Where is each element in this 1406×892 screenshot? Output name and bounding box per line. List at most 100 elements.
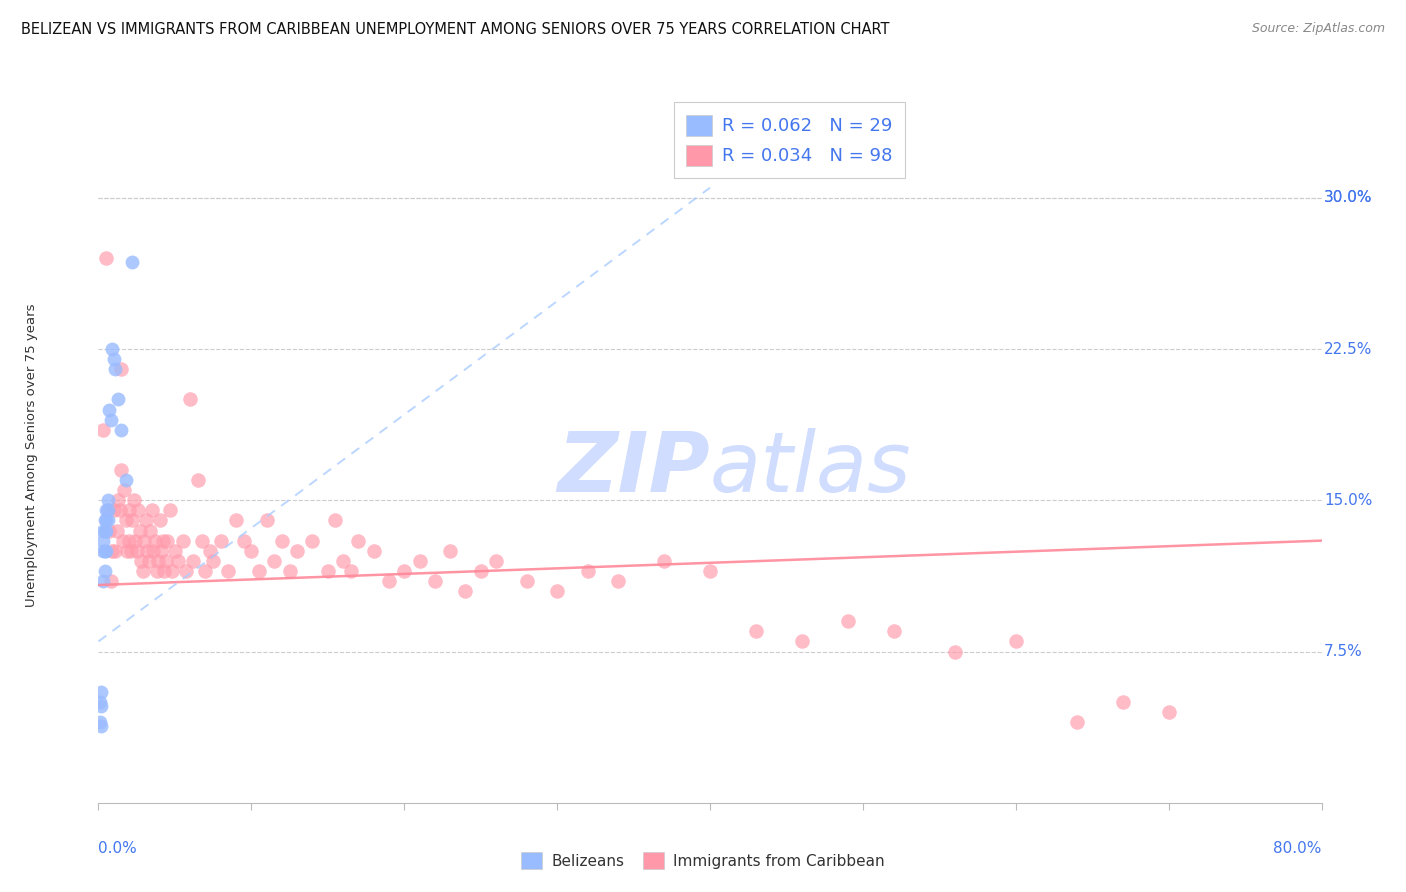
Point — [90, 685, 112, 699]
Point — [209, 533, 232, 548]
Point — [163, 543, 186, 558]
Point — [115, 513, 138, 527]
Point — [94, 513, 117, 527]
Text: 15.0%: 15.0% — [1324, 492, 1372, 508]
Point — [141, 503, 163, 517]
Point — [202, 554, 225, 568]
Point — [285, 543, 308, 558]
Point — [607, 574, 630, 588]
Point — [263, 554, 285, 568]
Point — [270, 533, 292, 548]
Point — [347, 533, 370, 548]
Text: Source: ZipAtlas.com: Source: ZipAtlas.com — [1251, 22, 1385, 36]
Point — [97, 513, 120, 527]
Point — [194, 564, 217, 578]
Point — [790, 634, 813, 648]
Text: 22.5%: 22.5% — [1324, 342, 1372, 357]
Point — [100, 574, 122, 588]
Point — [217, 564, 239, 578]
Point — [408, 554, 430, 568]
Point — [883, 624, 905, 639]
Point — [98, 524, 121, 538]
Point — [136, 543, 159, 558]
Point — [143, 533, 166, 548]
Point — [125, 543, 148, 558]
Point — [179, 392, 201, 407]
Point — [89, 695, 111, 709]
Point — [91, 574, 114, 588]
Point — [108, 503, 131, 517]
Point — [103, 352, 125, 367]
Point — [149, 513, 172, 527]
Point — [93, 513, 115, 527]
Point — [93, 543, 115, 558]
Legend: Belizeans, Immigrants from Caribbean: Belizeans, Immigrants from Caribbean — [515, 846, 891, 875]
Point — [97, 503, 120, 517]
Point — [110, 362, 132, 376]
Text: 30.0%: 30.0% — [1324, 190, 1372, 205]
Point — [332, 554, 354, 568]
Text: BELIZEAN VS IMMIGRANTS FROM CARIBBEAN UNEMPLOYMENT AMONG SENIORS OVER 75 YEARS C: BELIZEAN VS IMMIGRANTS FROM CARIBBEAN UN… — [21, 22, 890, 37]
Point — [153, 564, 176, 578]
Point — [150, 543, 173, 558]
Text: 7.5%: 7.5% — [1324, 644, 1362, 659]
Text: 30.0%: 30.0% — [1324, 190, 1372, 205]
Point — [107, 493, 129, 508]
Point — [124, 533, 146, 548]
Point — [745, 624, 768, 639]
Point — [152, 533, 174, 548]
Text: ZIP: ZIP — [557, 428, 710, 509]
Point — [110, 423, 132, 437]
Point — [156, 533, 179, 548]
Point — [699, 564, 721, 578]
Point — [118, 503, 141, 517]
Point — [98, 402, 121, 417]
Point — [110, 463, 132, 477]
Point — [97, 493, 120, 508]
Point — [138, 554, 160, 568]
Point — [155, 554, 177, 568]
Point — [105, 524, 128, 538]
Point — [101, 342, 124, 356]
Point — [90, 698, 112, 713]
Text: atlas: atlas — [710, 428, 911, 509]
Point — [142, 543, 165, 558]
Legend: R = 0.062   N = 29, R = 0.034   N = 98: R = 0.062 N = 29, R = 0.034 N = 98 — [673, 103, 905, 178]
Point — [91, 533, 114, 548]
Point — [172, 533, 194, 548]
Point — [516, 574, 538, 588]
Point — [100, 412, 122, 426]
Point — [145, 564, 167, 578]
Point — [159, 503, 181, 517]
Point — [232, 533, 254, 548]
Point — [378, 574, 401, 588]
Point — [339, 564, 361, 578]
Point — [167, 554, 190, 568]
Point — [127, 503, 149, 517]
Point — [181, 554, 204, 568]
Point — [301, 533, 323, 548]
Point — [576, 564, 599, 578]
Point — [120, 543, 142, 558]
Point — [94, 503, 117, 517]
Point — [104, 362, 127, 376]
Point — [94, 543, 117, 558]
Point — [112, 483, 135, 498]
Point — [485, 554, 508, 568]
Point — [91, 524, 114, 538]
Point — [198, 543, 221, 558]
Point — [363, 543, 385, 558]
Point — [392, 564, 416, 578]
Point — [91, 543, 114, 558]
Point — [121, 255, 143, 269]
Point — [837, 615, 859, 629]
Point — [1112, 695, 1135, 709]
Point — [1004, 634, 1026, 648]
Text: 80.0%: 80.0% — [1274, 841, 1322, 856]
Point — [128, 524, 150, 538]
Point — [1157, 705, 1180, 719]
Point — [325, 513, 347, 527]
Point — [94, 252, 117, 266]
Point — [97, 503, 120, 517]
Point — [121, 513, 143, 527]
